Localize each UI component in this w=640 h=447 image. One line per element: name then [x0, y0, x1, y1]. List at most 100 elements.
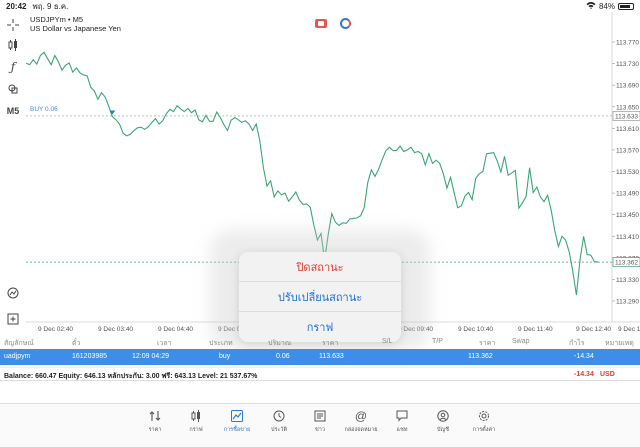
- time-axis-label: 9 Dec 12:40: [576, 326, 611, 333]
- row-type: buy: [219, 353, 231, 360]
- close-position-button[interactable]: ปิดสถานะ: [239, 252, 401, 282]
- price-chart[interactable]: 113.770 113.730 113.690 113.650 113.610 113.5…: [25, 12, 640, 334]
- nav-trade-label: การซื้อขาย: [223, 427, 251, 433]
- trade-icon: [217, 408, 257, 424]
- balance-text: Balance: 660.47 Equity: 646.13 หลักประกั…: [4, 373, 258, 380]
- nav-history[interactable]: ประวัติ: [259, 408, 299, 434]
- chart-button[interactable]: กราฟ: [306, 322, 334, 334]
- indicators-icon[interactable]: ƒ: [10, 60, 16, 74]
- row-current-price: 113.362: [468, 353, 493, 360]
- col-ticket: ตั๋ว: [72, 340, 81, 347]
- col-current-price: ราคา: [479, 340, 496, 347]
- mailbox-icon: @: [354, 409, 368, 423]
- chart-canvas[interactable]: 113.770 113.730 113.690 113.650 113.610 113.5…: [25, 12, 640, 334]
- price-axis-label: 113.650: [616, 104, 639, 111]
- nav-mailbox-label: กล่องจดหมาย: [344, 427, 378, 433]
- time-axis-label: 9 Dec 09:40: [398, 326, 433, 333]
- nav-trade[interactable]: การซื้อขาย: [217, 408, 257, 434]
- svg-text:113.362: 113.362: [615, 260, 638, 267]
- col-price: ราคา: [322, 340, 339, 347]
- nav-chart[interactable]: กราฟ: [176, 408, 216, 434]
- one-click-trading-icon[interactable]: [315, 19, 327, 28]
- row-volume: 0.06: [276, 353, 290, 360]
- time-axis-label: 9 Dec 02:40: [38, 326, 73, 333]
- buy-price-tag: 113.633: [612, 111, 640, 121]
- price-axis-label: 113.690: [616, 83, 639, 90]
- zoom-icon[interactable]: [5, 286, 21, 300]
- row-profit: -14.34: [574, 353, 594, 360]
- chart-toolbar: ƒ M5: [0, 12, 26, 334]
- battery-icon: [618, 2, 634, 10]
- current-price-tag: 113.362: [612, 257, 640, 267]
- price-axis-label: 113.490: [616, 191, 639, 198]
- nav-account[interactable]: บัญชี: [423, 408, 463, 434]
- status-date: พฤ. 9 ธ.ค.: [32, 1, 69, 11]
- modify-position-button[interactable]: ปรับเปลี่ยนสถานะ: [239, 282, 401, 312]
- buy-label: BUY 0.06: [30, 105, 58, 113]
- battery-percent: 84%: [598, 1, 615, 11]
- nav-quotes[interactable]: ราคา: [135, 408, 175, 434]
- nav-news[interactable]: ข่าว: [300, 408, 340, 434]
- price-axis-label: 113.610: [616, 126, 639, 133]
- time-axis-label: 9 Dec 13:40: [618, 326, 640, 333]
- crosshair-icon[interactable]: [5, 18, 21, 32]
- col-volume: ปริมาณ: [268, 340, 292, 347]
- time-axis-label: 9 Dec 03:40: [98, 326, 133, 333]
- price-axis-label: 113.530: [616, 169, 639, 176]
- nav-news-label: ข่าว: [315, 427, 325, 433]
- col-tp: T/P: [432, 338, 443, 345]
- chat-icon: [382, 408, 422, 424]
- price-axis-label: 113.330: [616, 277, 639, 284]
- price-axis-label: 113.770: [616, 40, 639, 47]
- chart-description: US Dollar vs Japanese Yen: [30, 24, 121, 33]
- profit-currency: USD: [600, 371, 615, 378]
- nav-settings-label: การตั้งค่า: [472, 427, 496, 433]
- time-axis-label: 9 Dec 05:40: [218, 326, 253, 333]
- time-axis-label: 9 Dec 11:40: [518, 326, 553, 333]
- col-comment: หมายเหตุ: [605, 340, 634, 347]
- col-swap: Swap: [512, 338, 530, 345]
- quotes-icon: [135, 408, 175, 424]
- wifi-icon: [586, 1, 596, 11]
- buy-arrow-icon: [109, 110, 116, 115]
- status-bar: 20:42 พฤ. 9 ธ.ค. 84%: [0, 0, 640, 12]
- position-row[interactable]: uadjpym 161203985 12:09 04:29 buy 0.06 1…: [0, 349, 640, 365]
- nav-chat[interactable]: แชท: [382, 408, 422, 434]
- account-summary: Balance: 660.47 Equity: 646.13 หลักประกั…: [0, 367, 640, 381]
- nav-settings[interactable]: การตั้งค่า: [464, 408, 504, 434]
- timeframe-button[interactable]: M5: [6, 106, 20, 116]
- history-icon: [259, 408, 299, 424]
- price-axis-label: 113.410: [616, 234, 639, 241]
- price-axis-label: 113.570: [616, 147, 639, 154]
- status-right: 84%: [586, 1, 634, 11]
- position-context-menu: ปิดสถานะ ปรับเปลี่ยนสถานะ กราฟ: [239, 252, 401, 342]
- new-order-icon[interactable]: [5, 312, 21, 326]
- total-profit: -14.34: [574, 371, 594, 378]
- price-axis-label: 113.730: [616, 61, 639, 68]
- account-icon: [423, 408, 463, 424]
- col-type: ประเภท: [209, 340, 233, 347]
- chart-symbol-header: USDJPYm • M5 US Dollar vs Japanese Yen: [30, 15, 121, 33]
- buy-entry-marker: [109, 110, 116, 115]
- chart-symbol: USDJPYm • M5: [30, 15, 84, 24]
- price-axis-label: 113.290: [616, 299, 639, 306]
- price-axis-label: 113.450: [616, 212, 639, 219]
- col-symbol: สัญลักษณ์: [4, 340, 34, 347]
- nav-history-label: ประวัติ: [270, 427, 288, 433]
- nav-account-label: บัญชี: [437, 427, 449, 433]
- objects-icon[interactable]: [5, 82, 21, 96]
- svg-text:113.633: 113.633: [615, 113, 638, 120]
- nav-chart-label: กราฟ: [189, 427, 203, 433]
- chart-type-icon[interactable]: [5, 38, 21, 52]
- time-axis-label: 9 Dec 04:40: [158, 326, 193, 333]
- status-time: 20:42: [6, 1, 27, 11]
- col-time: เวลา: [157, 340, 172, 347]
- nav-chat-label: แชท: [396, 427, 408, 433]
- time-axis-label: 9 Dec 10:40: [458, 326, 493, 333]
- sync-icon[interactable]: [340, 18, 351, 29]
- nav-mailbox[interactable]: @ กล่องจดหมาย: [341, 408, 381, 434]
- col-sl: S/L: [382, 338, 393, 345]
- col-profit: กำไร: [569, 340, 585, 347]
- news-icon: [300, 408, 340, 424]
- settings-icon: [464, 408, 504, 424]
